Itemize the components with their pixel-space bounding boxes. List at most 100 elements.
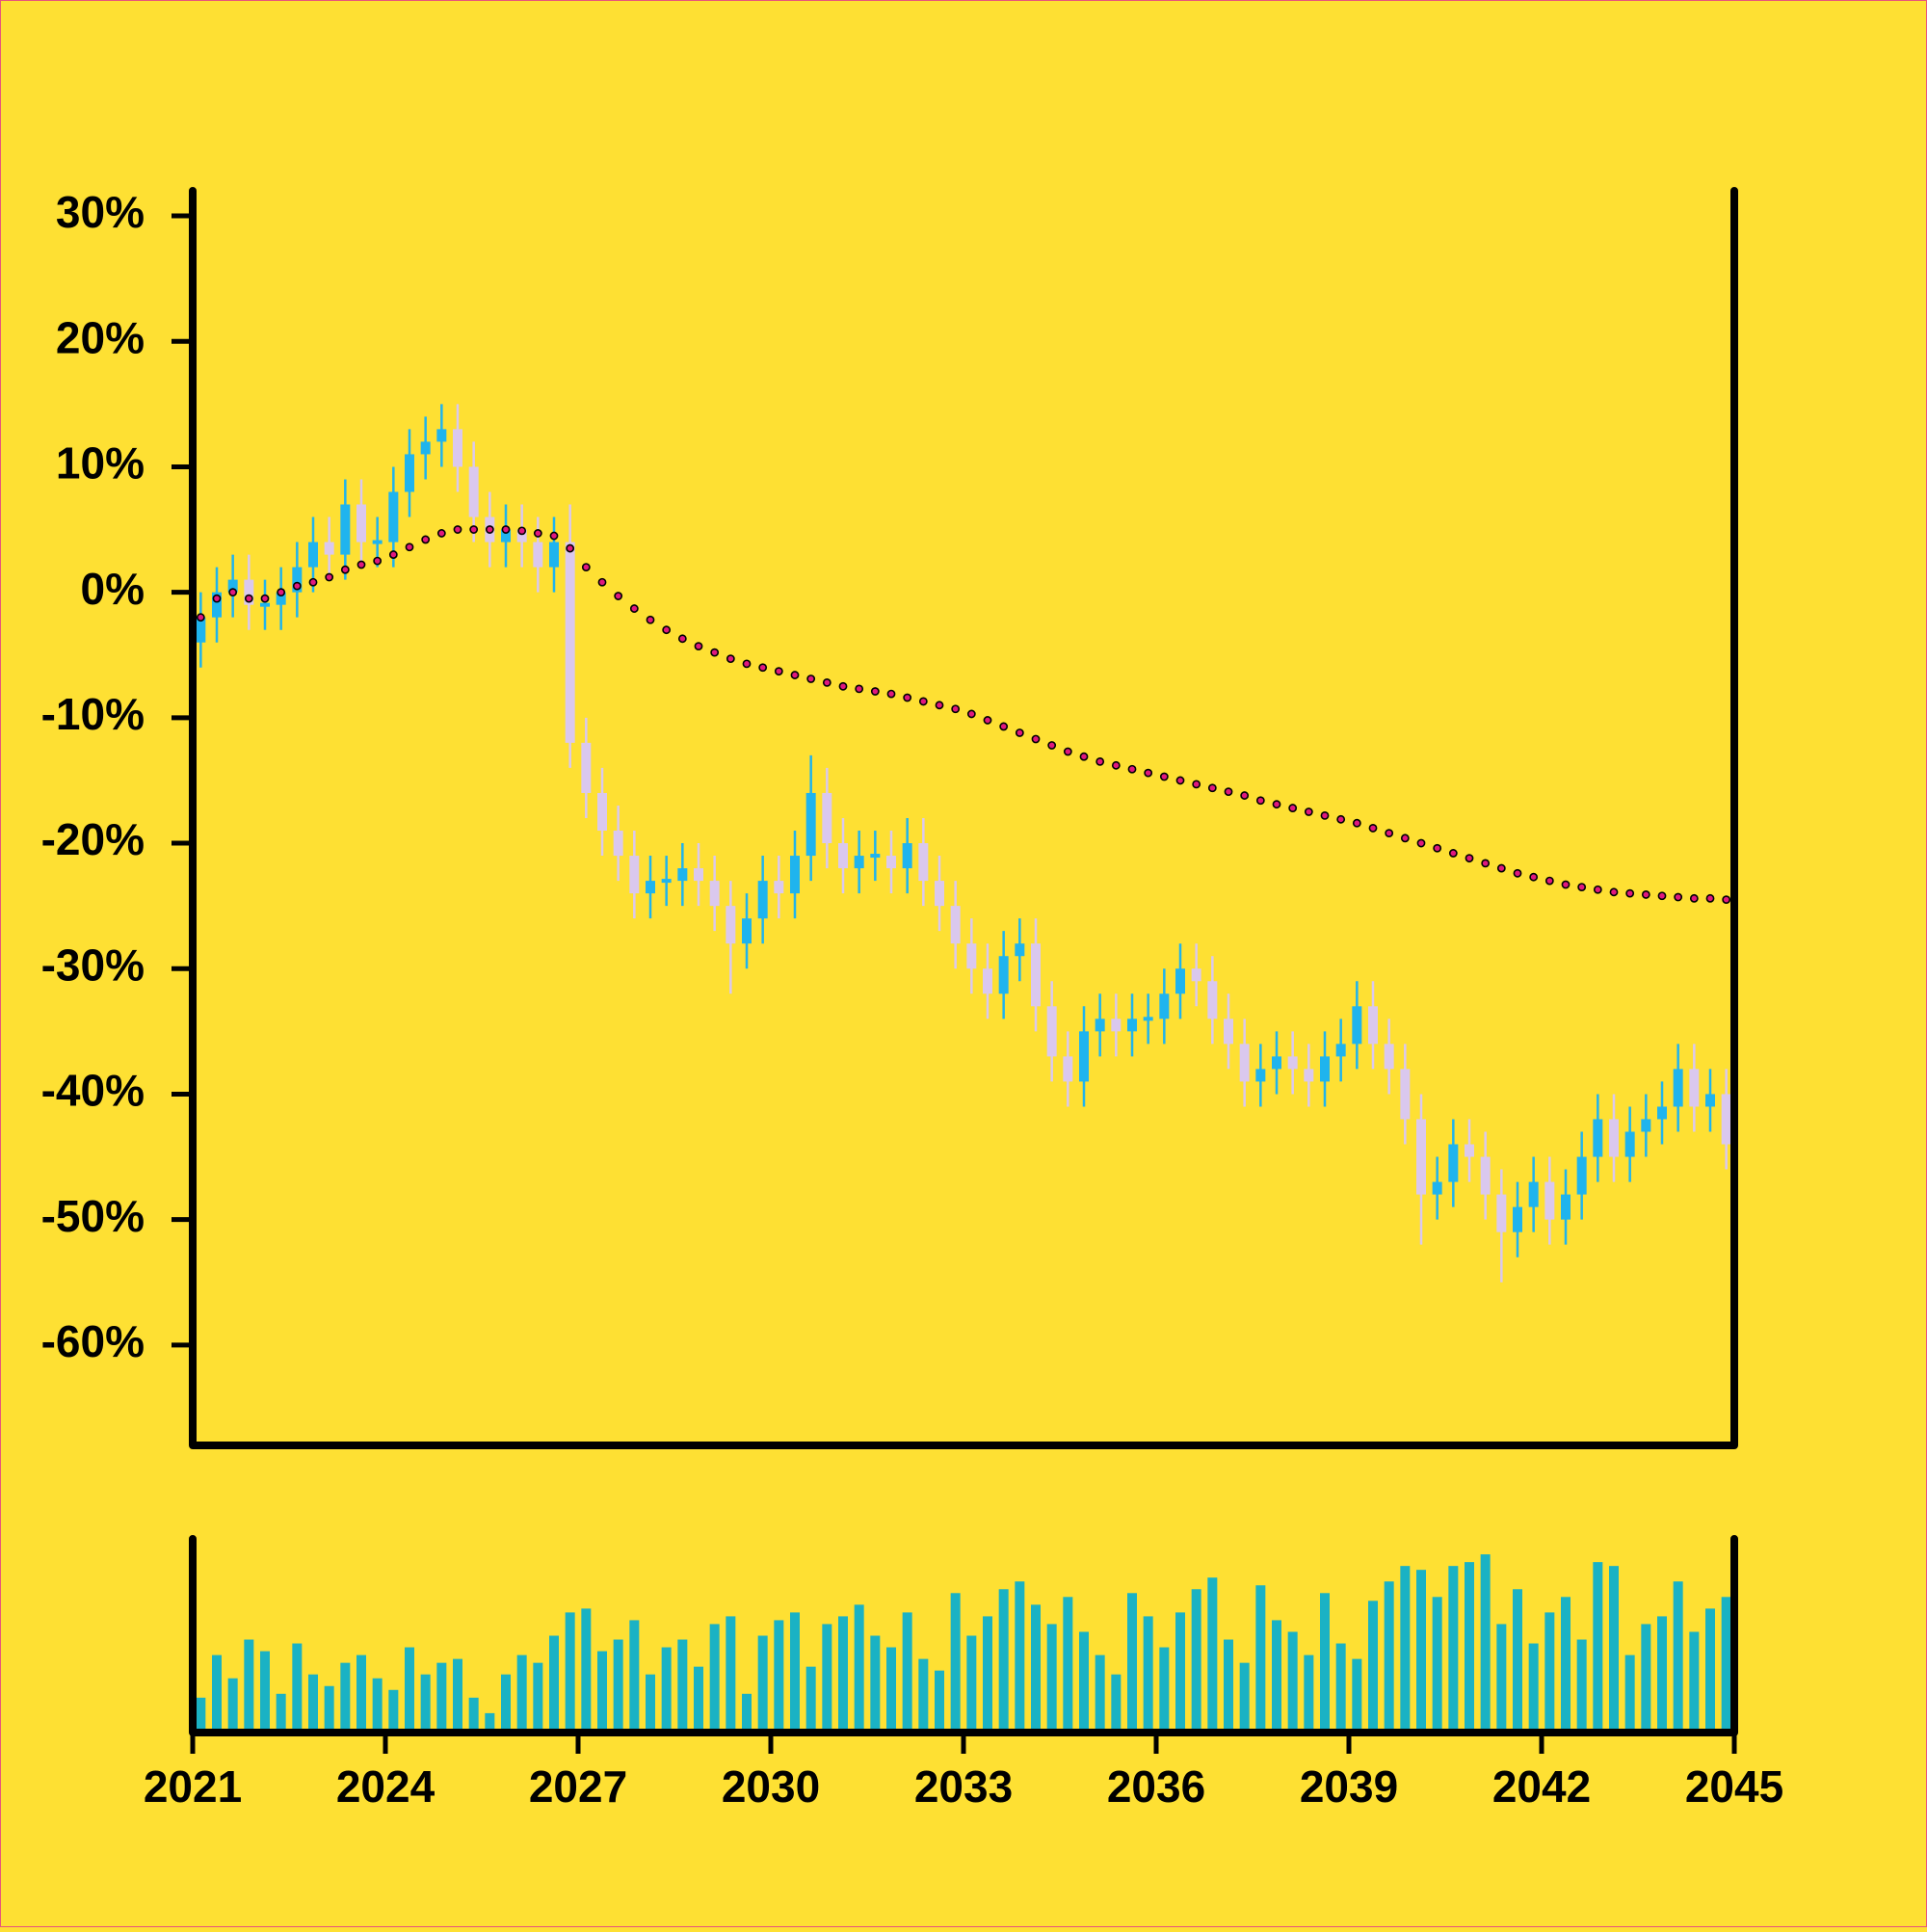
moving-average-dot [244,594,253,603]
volume-bar [227,1678,238,1733]
volume-bar [950,1593,961,1733]
volume-bar [1416,1570,1426,1733]
candle-body [1079,1031,1089,1082]
moving-average-dot [1561,880,1571,889]
volume-bar [533,1662,543,1733]
volume-bar [292,1643,303,1733]
x-tick-label: 2042 [1492,1761,1591,1812]
moving-average-dot [855,684,864,694]
moving-average-dot [1625,888,1635,898]
y-tick-label: 0% [81,564,145,614]
candle-body [533,542,543,568]
x-tick-label: 2021 [144,1761,242,1812]
volume-bar [629,1620,640,1733]
volume-bar [516,1654,527,1733]
candle-body [1304,1069,1314,1082]
volume-bar [774,1620,784,1733]
moving-average-dot [774,667,783,676]
moving-average-dot [935,701,944,710]
volume-bar [212,1654,222,1733]
moving-average-dot [1433,843,1442,853]
moving-average-dot [1192,780,1201,789]
candle-body [244,579,254,605]
candle-body [1416,1119,1426,1195]
volume-bar [1111,1674,1122,1733]
volume-bar [1721,1597,1731,1733]
volume-bar [966,1635,977,1733]
moving-average-dot [1127,764,1137,774]
candle-body [902,843,912,869]
moving-average-dot [677,634,687,644]
candle-body [372,540,383,544]
moving-average-dot [485,525,494,534]
volume-bar [935,1670,944,1733]
candle-body [1432,1181,1442,1195]
candle-body [340,504,351,555]
x-tick-label: 2024 [336,1761,436,1812]
candle-body [1175,968,1185,994]
volume-bar [485,1712,495,1733]
volume-bar [1496,1624,1507,1733]
candle-body [1657,1106,1667,1120]
volume-bar [1673,1581,1683,1733]
moving-average-dot [1689,893,1699,903]
volume-bar [1224,1639,1233,1733]
candle-body [260,602,270,607]
volume-bar [757,1635,768,1733]
volume-bar [709,1624,720,1733]
volume-bar [694,1666,703,1733]
volume-bar [983,1616,992,1733]
y-tick-label: -40% [41,1066,145,1116]
x-tick-label: 2030 [722,1761,820,1812]
moving-average-dot [822,677,832,687]
y-tick-label: 20% [56,312,145,362]
moving-average-dot [1577,883,1587,892]
moving-average-dot [501,525,511,534]
moving-average-dot [614,592,623,600]
volume-bar [805,1666,816,1733]
y-tick-label: -30% [41,940,145,990]
moving-average-dot [1304,807,1313,816]
volume-bar [854,1604,864,1733]
candle-body [1496,1194,1507,1232]
y-tick-label: -60% [41,1316,145,1366]
candle-body [1191,968,1201,982]
candle-body [918,843,929,882]
volume-bar [726,1616,736,1733]
volume-bar [1255,1585,1266,1733]
volume-bar [790,1612,800,1733]
moving-average-dot [292,581,302,591]
volume-bar [742,1693,752,1733]
volume-bar [1576,1639,1587,1733]
moving-average-dot [1641,890,1650,899]
moving-average-dot [726,654,735,664]
candle-body [709,881,720,907]
moving-average-dot [1481,859,1491,868]
candle-body [1063,1056,1073,1082]
volume-bar [1609,1566,1619,1733]
candle-body [774,881,784,894]
candle-body [1335,1044,1346,1057]
candle-body [886,856,896,869]
moving-average-dot [566,543,575,553]
candle-body [388,491,399,543]
volume-bar [998,1589,1009,1733]
candle-body [1384,1044,1394,1070]
candle-body [1368,1006,1378,1045]
y-tick-label: -50% [41,1191,145,1241]
candle-body [870,854,881,859]
candle-body [1352,1006,1362,1045]
moving-average-dot [1207,783,1217,793]
volume-bar [646,1674,655,1733]
candle-body [950,906,961,944]
candle-body [790,856,800,894]
x-tick-label: 2045 [1685,1761,1783,1812]
volume-bar [1689,1631,1700,1733]
moving-average-dot [1144,768,1153,778]
volume-bar [1641,1624,1651,1733]
moving-average-dot [549,531,559,541]
moving-average-dot [983,716,992,725]
volume-bar [1335,1643,1346,1733]
candle-body [1111,1019,1122,1032]
